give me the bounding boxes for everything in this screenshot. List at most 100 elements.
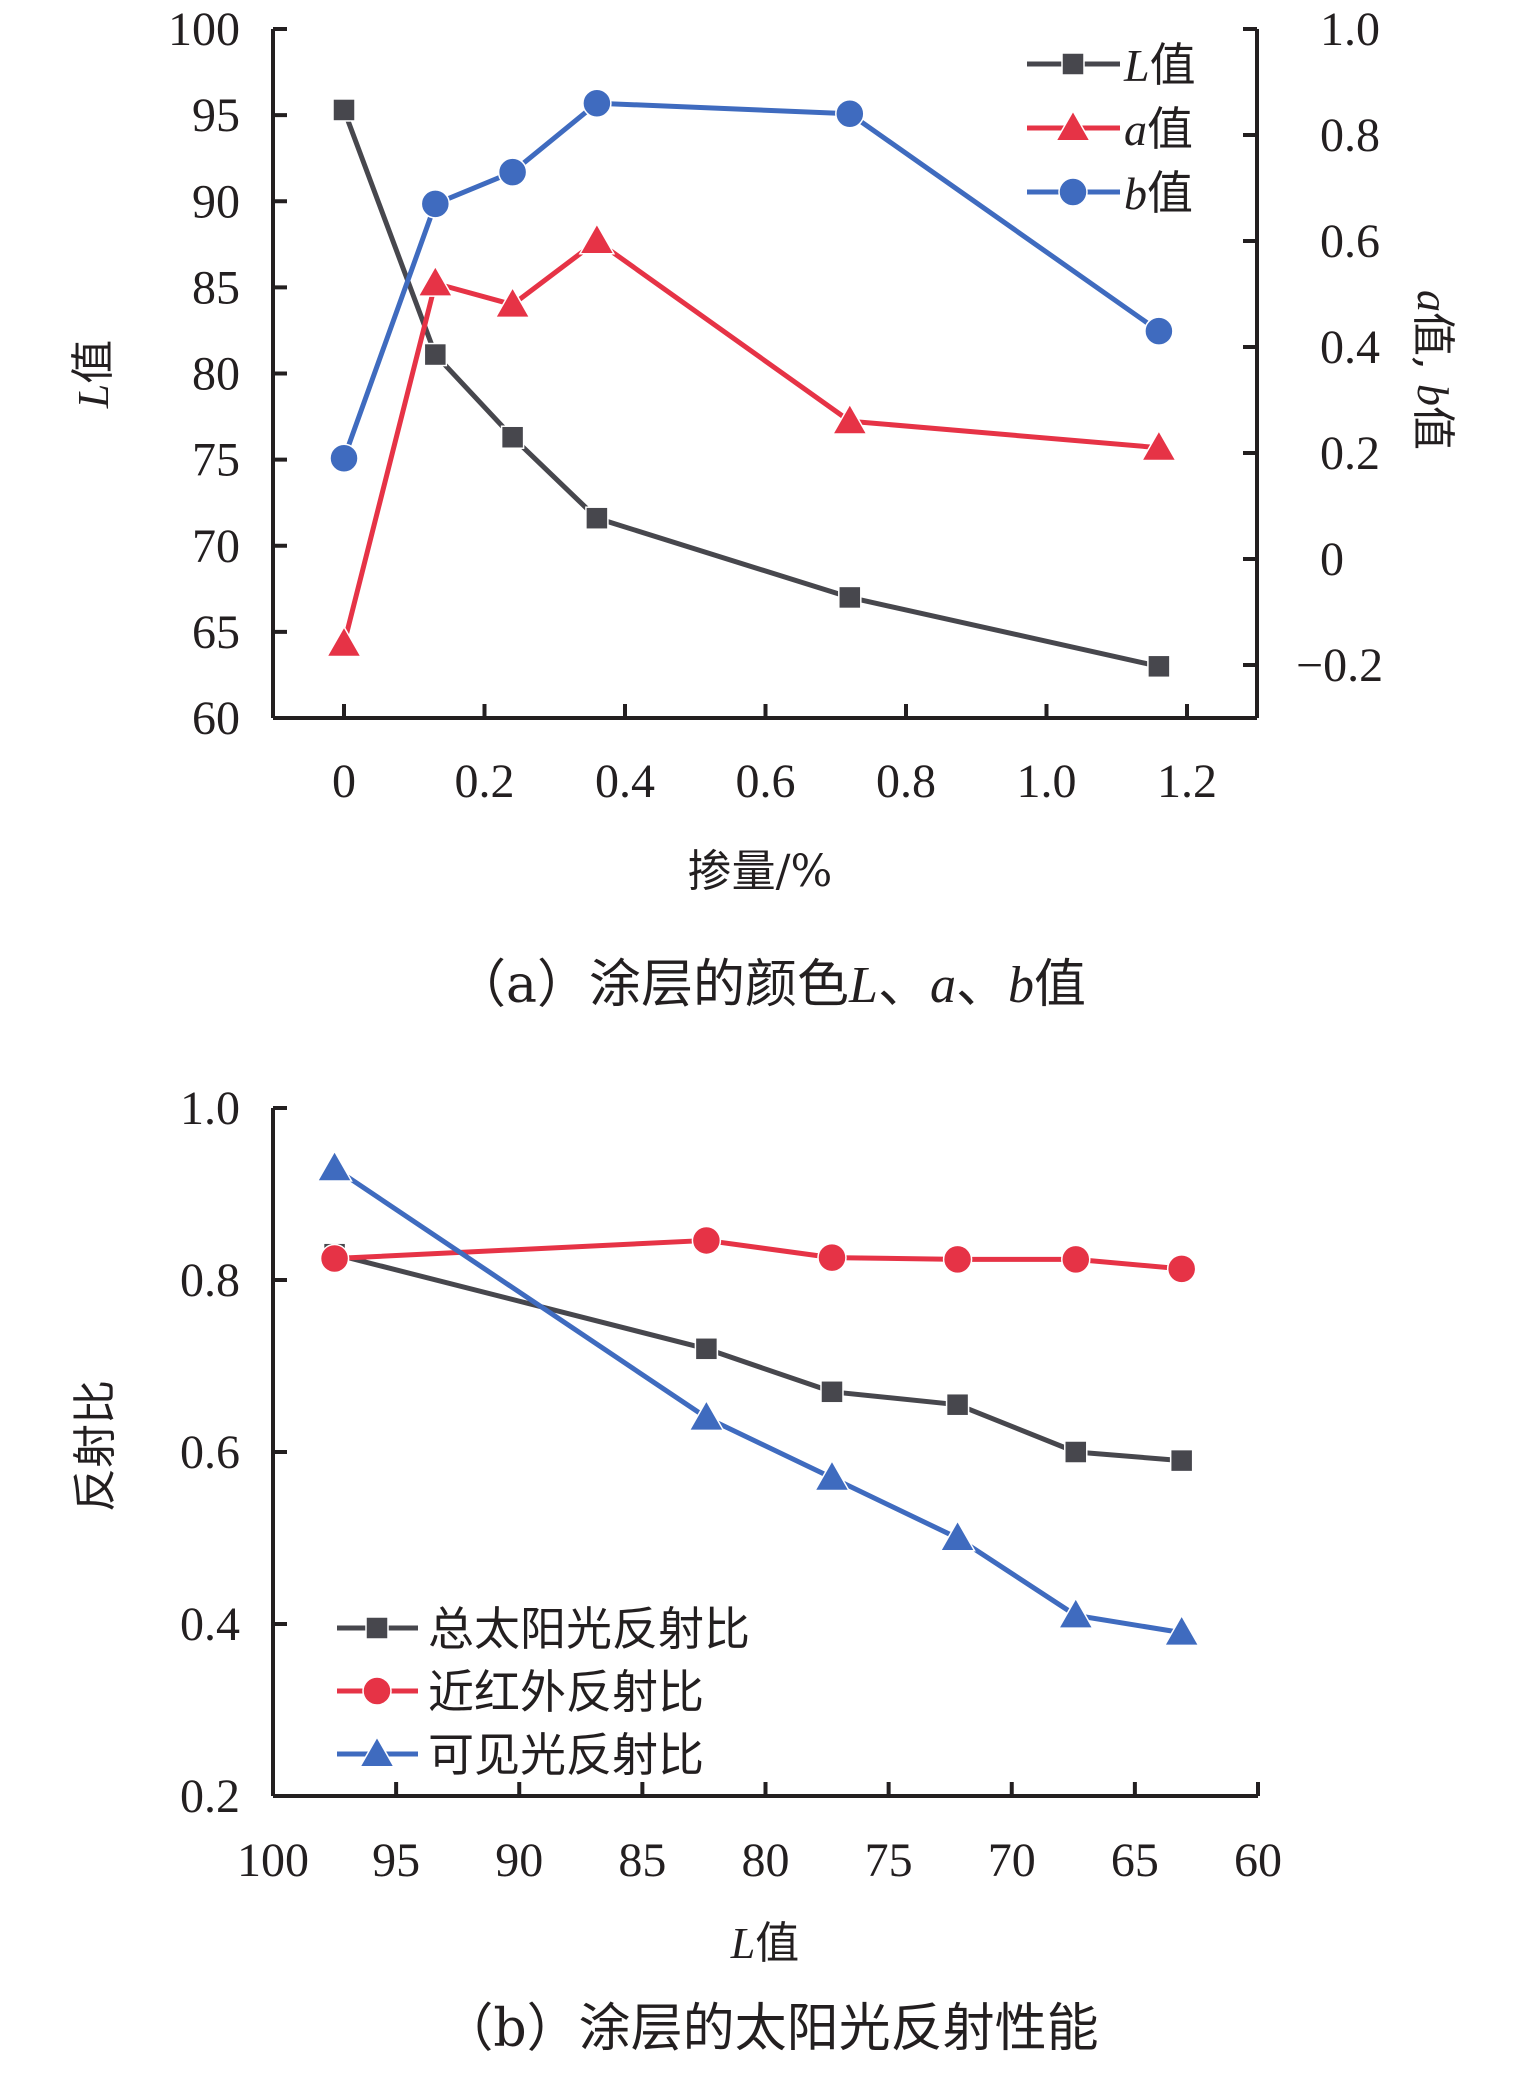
x-tick-label: 70: [988, 1834, 1036, 1887]
y2-tick-label: 1.0: [1320, 3, 1380, 56]
x-tick-label: 1.2: [1157, 755, 1217, 808]
y2-tick-label: 0.8: [1320, 109, 1380, 162]
x-tick-label: 90: [495, 1834, 543, 1887]
panel-a-y2-axis-title: a值, b值: [1407, 290, 1458, 450]
y-tick-label: 1.0: [180, 1082, 240, 1135]
data-point-b: [497, 157, 528, 187]
x-tick-label: 0.4: [595, 755, 655, 808]
y-tick-label: 65: [192, 606, 240, 659]
data-point-a: [325, 625, 363, 658]
y-tick-label: 80: [192, 348, 240, 401]
legend-label: a值: [1124, 102, 1193, 156]
data-point-L: [332, 98, 356, 122]
legend-marker: [358, 1735, 396, 1768]
data-point: [817, 1242, 847, 1273]
legend-label-suffix: 值: [1150, 38, 1196, 92]
legend-label: 可见光反射比: [428, 1728, 704, 1782]
panel-b: 0.20.40.60.81.0 100 95 90 85 80 75 70 65 60 反射比 …: [70, 1082, 1282, 2059]
y-tick-label: 0.2: [180, 1770, 240, 1823]
data-point: [316, 1149, 353, 1182]
panel-b-x-axis-title: L值: [730, 1918, 799, 1969]
data-point-b: [1144, 316, 1174, 346]
x-tick-label: 0.6: [736, 755, 796, 808]
y2-tick-label: 0.2: [1320, 427, 1380, 480]
y-tick-label: 70: [192, 520, 240, 573]
y2-tick-label: 0.6: [1320, 215, 1380, 268]
legend-marker: [1058, 177, 1088, 207]
y-tick-label: 75: [192, 434, 240, 487]
x-tick-label: 85: [618, 1834, 666, 1887]
data-point: [694, 1337, 719, 1361]
data-point: [1057, 1596, 1095, 1629]
series-line: [334, 1237, 1182, 1272]
data-point: [1064, 1440, 1088, 1464]
data-point: [319, 1243, 350, 1274]
panel-a-x-axis-title: 掺量/%: [688, 846, 833, 897]
legend-marker: [1054, 109, 1092, 142]
legend-label: L值: [1123, 38, 1196, 92]
data-point-L: [1147, 654, 1171, 679]
x-tick-label: 95: [372, 1834, 420, 1887]
data-point: [688, 1399, 725, 1432]
legend-marker: [1061, 52, 1085, 76]
panel-b-series: [316, 1149, 1200, 1647]
data-point-L: [585, 506, 609, 530]
data-point: [945, 1392, 970, 1417]
legend-label-italic: a: [1124, 104, 1147, 155]
data-point-b: [420, 189, 451, 219]
y-tick-label: 60: [192, 692, 240, 745]
data-point: [813, 1459, 851, 1492]
y-tick-label: 85: [192, 261, 240, 314]
x-tick-label: 0.8: [876, 755, 936, 808]
y2-tick-label: −0.2: [1296, 639, 1383, 692]
data-point: [1061, 1244, 1091, 1275]
data-point-L: [423, 342, 448, 367]
y2-tick-label: 0.4: [1320, 321, 1380, 374]
x-tick-label: 1.0: [1017, 755, 1077, 808]
x-tick-label: 80: [742, 1834, 790, 1887]
series-line: [333, 1251, 1182, 1464]
data-point: [1169, 1448, 1194, 1473]
panel-a-y2-ticks: −0.2 0 0.2 0.4 0.6 0.8 1.0: [1243, 3, 1383, 692]
legend-label-suffix: 值: [1147, 102, 1193, 156]
legend-label: 近红外反射比: [428, 1665, 704, 1719]
y-tick-label: 0.8: [180, 1254, 240, 1307]
data-point-a: [578, 222, 616, 255]
panel-b-y-axis-title: 反射比: [70, 1380, 121, 1512]
data-point-a: [417, 264, 454, 297]
panel-a-y-axis-title: L值: [68, 340, 119, 409]
data-point-a: [1140, 429, 1178, 462]
legend-label-italic: b: [1124, 168, 1147, 219]
data-point-a: [831, 402, 869, 435]
data-point: [942, 1244, 973, 1275]
legend-label: 总太阳光反射比: [428, 1602, 750, 1656]
x-tick-label: 0.2: [455, 755, 515, 808]
legend-marker: [362, 1676, 392, 1706]
y-tick-label: 0.6: [180, 1426, 240, 1479]
panel-b-x-ticks: 100 95 90 85 80 75 70 65 60: [237, 1782, 1282, 1887]
panel-a: 60 65 70 75 80 85 90 95 100 −0.2 0 0.2 0.4 0.6 0.8 1.0…: [68, 3, 1458, 1015]
data-point-b: [329, 443, 359, 474]
data-point: [691, 1225, 722, 1256]
data-point: [1166, 1254, 1197, 1284]
data-point-L: [500, 425, 525, 449]
series-line-b: [341, 100, 1161, 460]
data-point-a: [494, 286, 531, 319]
y-tick-label: 90: [192, 175, 240, 228]
panel-a-y-ticks: 60 65 70 75 80 85 90 95 100: [168, 3, 287, 745]
x-tick-label: 100: [237, 1834, 309, 1887]
data-point-L: [838, 585, 862, 610]
data-point: [1163, 1614, 1200, 1647]
legend-label-italic: L: [1123, 40, 1150, 91]
y-tick-label: 100: [168, 3, 240, 56]
data-point: [939, 1519, 976, 1552]
panel-a-series: [325, 88, 1178, 679]
y-tick-label: 95: [192, 89, 240, 142]
data-point: [820, 1380, 844, 1404]
y-tick-label: 0.4: [180, 1598, 240, 1651]
series-line-a: [341, 238, 1160, 645]
panel-a-caption: （a）涂层的颜色L、a、b值: [454, 955, 1086, 1015]
legend-label: b值: [1124, 166, 1193, 220]
